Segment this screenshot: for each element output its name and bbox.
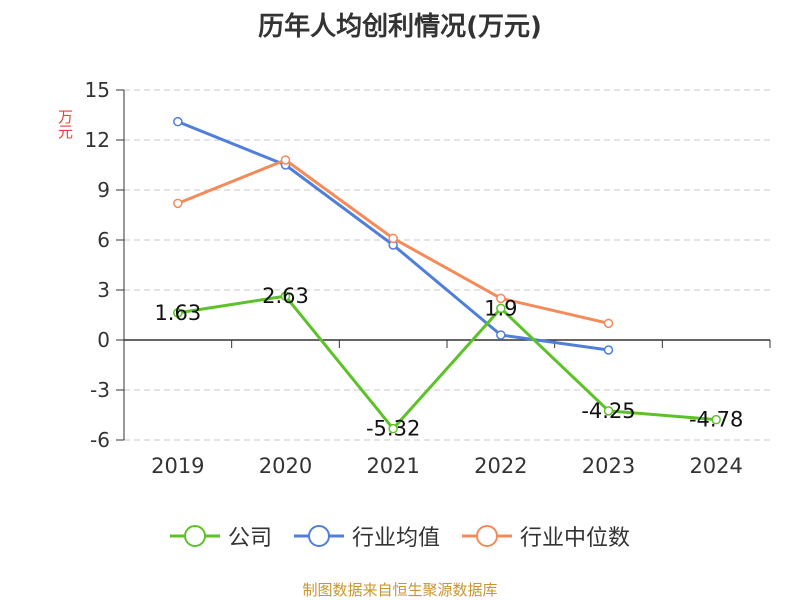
data-point (496, 330, 506, 340)
legend-item[interactable]: 行业中位数 (462, 520, 630, 552)
x-tick-label: 2022 (474, 454, 527, 478)
x-tick-label: 2020 (259, 454, 312, 478)
y-tick-label: 9 (97, 178, 110, 202)
chart-title: 历年人均创利情况(万元) (258, 12, 542, 42)
x-tick-label: 2021 (366, 454, 419, 478)
data-point (603, 345, 614, 355)
legend-swatch-icon (169, 525, 220, 547)
y-tick-label: 0 (97, 328, 110, 352)
legend-label: 行业中位数 (520, 526, 631, 551)
data-label: -5.32 (366, 417, 420, 441)
data-point (388, 423, 398, 434)
series-lines (173, 116, 721, 434)
source-note: 制图数据来自恒生聚源数据库 (302, 581, 498, 599)
data-label: 1.9 (484, 296, 517, 320)
y-tick-label: -3 (90, 378, 110, 402)
data-point (173, 116, 183, 127)
data-point (603, 406, 614, 416)
data-point (280, 291, 291, 301)
data-point (388, 233, 398, 244)
y-tick-label: 3 (97, 278, 110, 302)
x-tick-label: 2023 (582, 454, 635, 478)
data-label: -4.25 (581, 399, 635, 423)
y-tick-label: 15 (85, 78, 110, 102)
y-tick-label: 12 (85, 128, 110, 152)
data-point (496, 303, 506, 314)
legend-label: 公司 (227, 526, 272, 551)
data-label: -4.78 (689, 408, 743, 432)
legend-item[interactable]: 行业均值 (293, 520, 440, 552)
y-tick-label: 6 (97, 228, 110, 252)
data-point (496, 293, 506, 304)
y-axis-label: 万元 (56, 109, 74, 139)
x-tick-label: 2024 (689, 454, 742, 478)
data-label: 2.63 (262, 284, 309, 308)
data-point (173, 198, 183, 209)
legend-label: 行业均值 (351, 526, 440, 551)
data-labels: 1.63 2.63 -5.32 1.9 -4.25 -4.78 (154, 284, 743, 441)
data-point (603, 318, 614, 329)
legend-swatch-icon (462, 525, 512, 547)
data-label: 1.63 (154, 301, 201, 325)
y-tick-label: -6 (90, 428, 110, 452)
legend-swatch-icon (293, 525, 344, 547)
data-point (173, 308, 183, 318)
legend: 公司 行业均值 行业中位数 (0, 520, 800, 552)
grid-lines (124, 89, 770, 441)
legend-item[interactable]: 公司 (169, 520, 272, 552)
data-point (280, 155, 291, 165)
data-point (711, 414, 721, 425)
x-tick-label: 2019 (151, 454, 204, 478)
series-line (177, 294, 717, 431)
axes: 15 12 9 6 3 0 -3 -6 2019 2020 2021 2022 2023 2024 (85, 78, 771, 478)
